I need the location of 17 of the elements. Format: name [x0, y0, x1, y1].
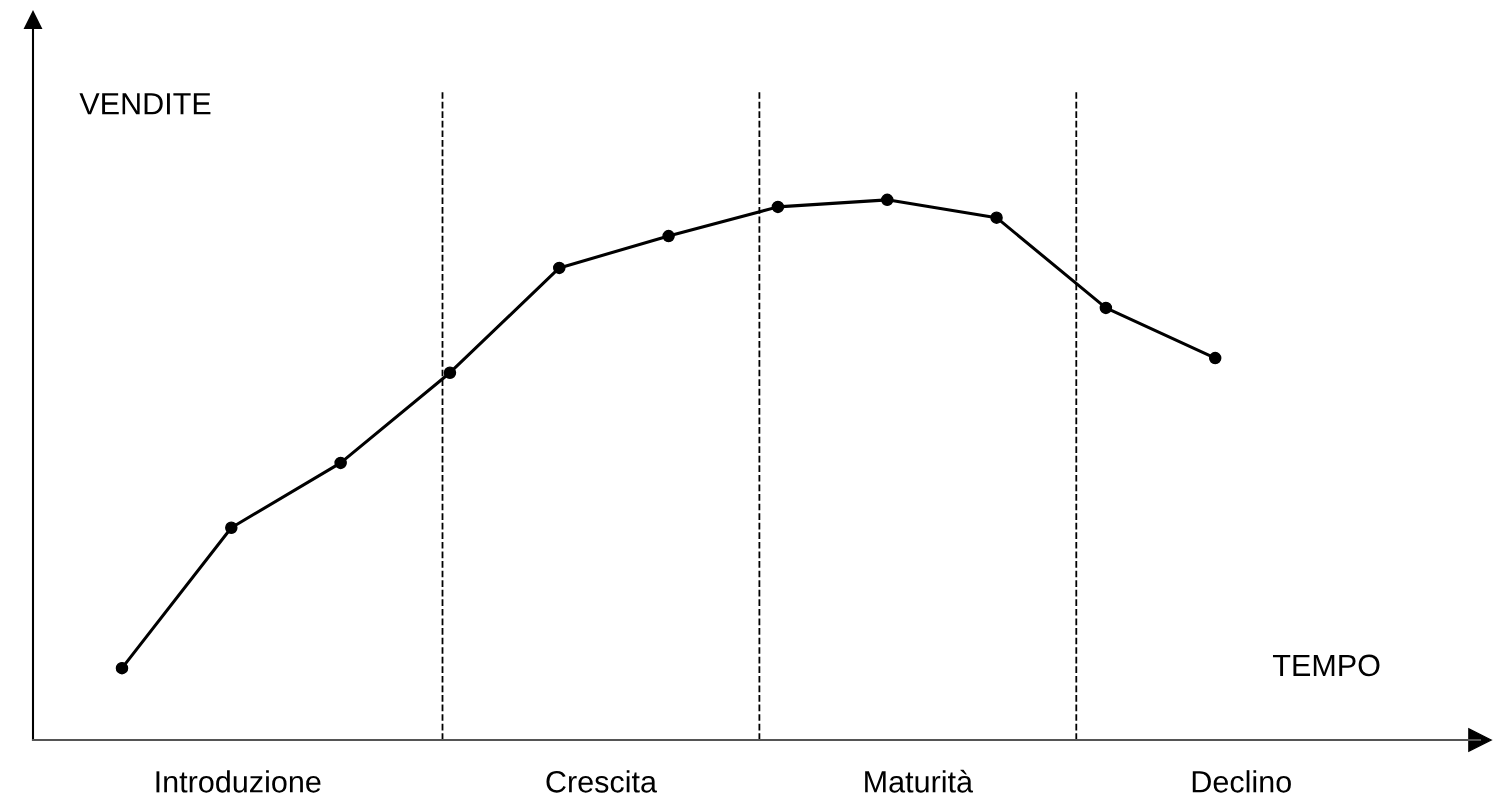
x-axis-title: TEMPO	[1272, 654, 1380, 677]
text: Crescita	[546, 770, 657, 793]
point	[1208, 351, 1222, 365]
point	[553, 261, 566, 275]
point	[225, 521, 238, 534]
point	[662, 229, 675, 243]
y-axis-title: VENDITE	[79, 93, 211, 115]
point	[443, 366, 457, 379]
point	[1099, 301, 1113, 315]
text: Maturità	[865, 769, 974, 793]
point	[771, 200, 785, 214]
point	[990, 211, 1003, 224]
text: Declino	[1192, 770, 1291, 793]
point	[880, 193, 894, 207]
text: Introduzione	[156, 770, 321, 793]
point	[334, 456, 347, 470]
point	[115, 661, 129, 675]
